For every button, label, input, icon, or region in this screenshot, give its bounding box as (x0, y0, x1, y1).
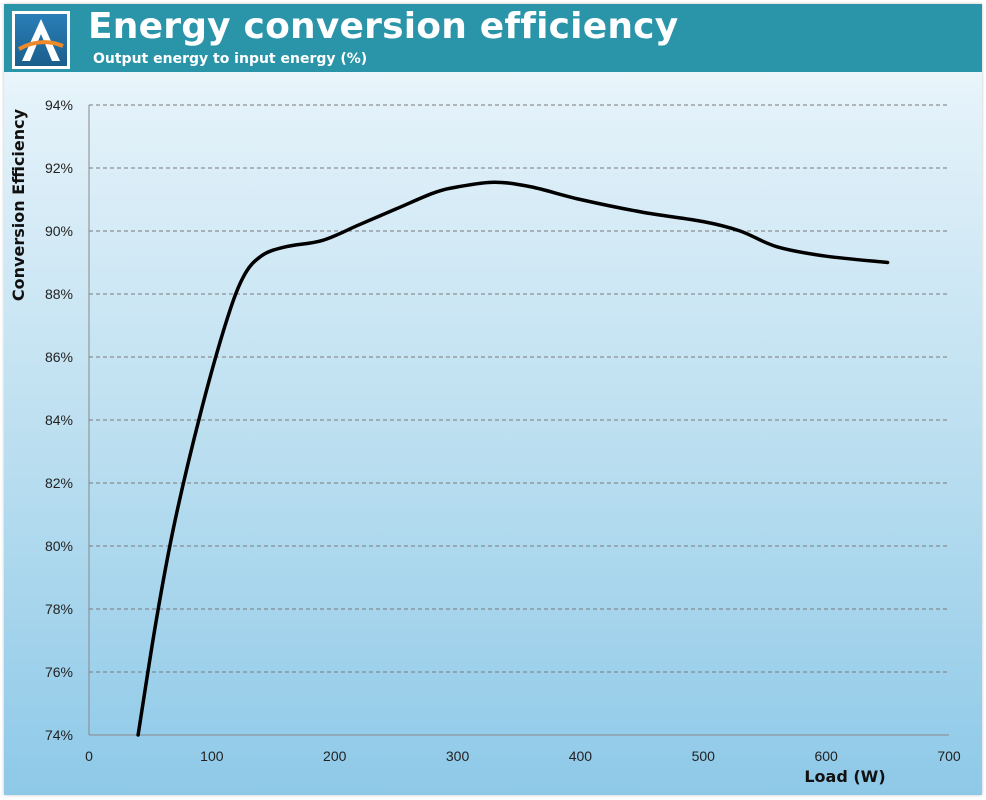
y-axis-ticks: 74% 76% 78% 80% 82% 84% 86% 88% 90% 92% 94% (45, 97, 73, 743)
x-axis-ticks: 0 100 200 300 400 500 600 700 (85, 748, 961, 764)
chart-subtitle: Output energy to input energy (%) (93, 51, 368, 67)
chart-panel: Energy conversion efficiency Output ener… (4, 4, 982, 795)
logo-a-icon (15, 14, 67, 66)
y-tick-label: 74% (45, 727, 73, 743)
grid-lines (89, 104, 949, 736)
y-tick-label: 84% (45, 412, 73, 428)
x-tick-label: 500 (692, 748, 716, 764)
y-tick-label: 78% (45, 601, 73, 617)
efficiency-line (136, 180, 890, 737)
y-axis-label: Conversion Efficiency (9, 108, 28, 301)
y-tick-label: 86% (45, 349, 73, 365)
x-tick-label: 700 (937, 748, 961, 764)
y-tick-label: 94% (45, 97, 73, 113)
header-bar: Energy conversion efficiency Output ener… (4, 4, 982, 72)
line-chart: 74% 76% 78% 80% 82% 84% 86% 88% 90% 92% 94% 0 100 20… (9, 97, 961, 786)
y-tick-label: 92% (45, 160, 73, 176)
y-tick-label: 90% (45, 223, 73, 239)
x-tick-label: 100 (200, 748, 224, 764)
x-tick-label: 400 (569, 748, 593, 764)
x-tick-label: 600 (814, 748, 838, 764)
x-axis-label: Load (W) (804, 767, 885, 786)
x-tick-label: 0 (85, 748, 93, 764)
chart-title: Energy conversion efficiency (88, 6, 679, 47)
logo (12, 11, 70, 69)
x-tick-label: 200 (323, 748, 347, 764)
x-tick-label: 300 (446, 748, 470, 764)
y-tick-label: 88% (45, 286, 73, 302)
y-tick-label: 80% (45, 538, 73, 554)
y-tick-label: 76% (45, 664, 73, 680)
y-tick-label: 82% (45, 475, 73, 491)
